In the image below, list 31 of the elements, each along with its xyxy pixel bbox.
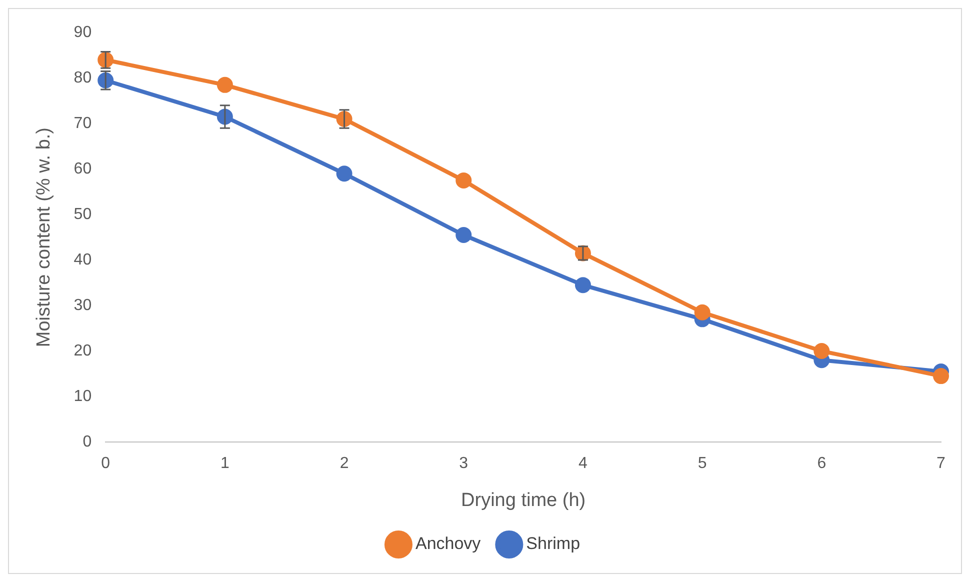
x-tick-label: 6 xyxy=(817,455,826,472)
y-tick-label: 90 xyxy=(74,24,92,42)
x-tick-label: 2 xyxy=(340,455,349,472)
legend-label: Shrimp xyxy=(526,534,580,554)
x-tick-label: 4 xyxy=(578,455,588,472)
y-tick-label: 50 xyxy=(74,206,92,223)
y-tick-label: 10 xyxy=(74,388,92,405)
point xyxy=(574,277,591,294)
point xyxy=(694,304,710,320)
y-tick-label: 0 xyxy=(82,433,92,450)
x-tick-label: 0 xyxy=(101,455,110,472)
y-tick-label: 40 xyxy=(74,251,92,268)
y-tick-label: 20 xyxy=(74,342,92,360)
point xyxy=(456,227,472,244)
point xyxy=(336,166,352,182)
legend-label: Anchovy xyxy=(415,534,482,554)
y-tick-label: 30 xyxy=(74,296,92,314)
x-tick-label: 3 xyxy=(459,455,468,472)
y-axis-title: Moisture content (% w. b.) xyxy=(34,127,55,348)
y-tick-label: 70 xyxy=(74,114,92,132)
x-axis-title: Drying time (h) xyxy=(461,490,586,511)
point xyxy=(216,76,233,93)
point xyxy=(456,172,472,188)
point xyxy=(98,50,114,69)
x-tick-label: 5 xyxy=(698,455,707,472)
y-tick-label: 60 xyxy=(74,160,92,178)
x-tick-label: 7 xyxy=(936,455,946,472)
x-tick-label: 1 xyxy=(220,455,230,472)
point xyxy=(814,343,830,360)
point xyxy=(933,368,949,384)
y-tick-label: 80 xyxy=(74,69,92,86)
